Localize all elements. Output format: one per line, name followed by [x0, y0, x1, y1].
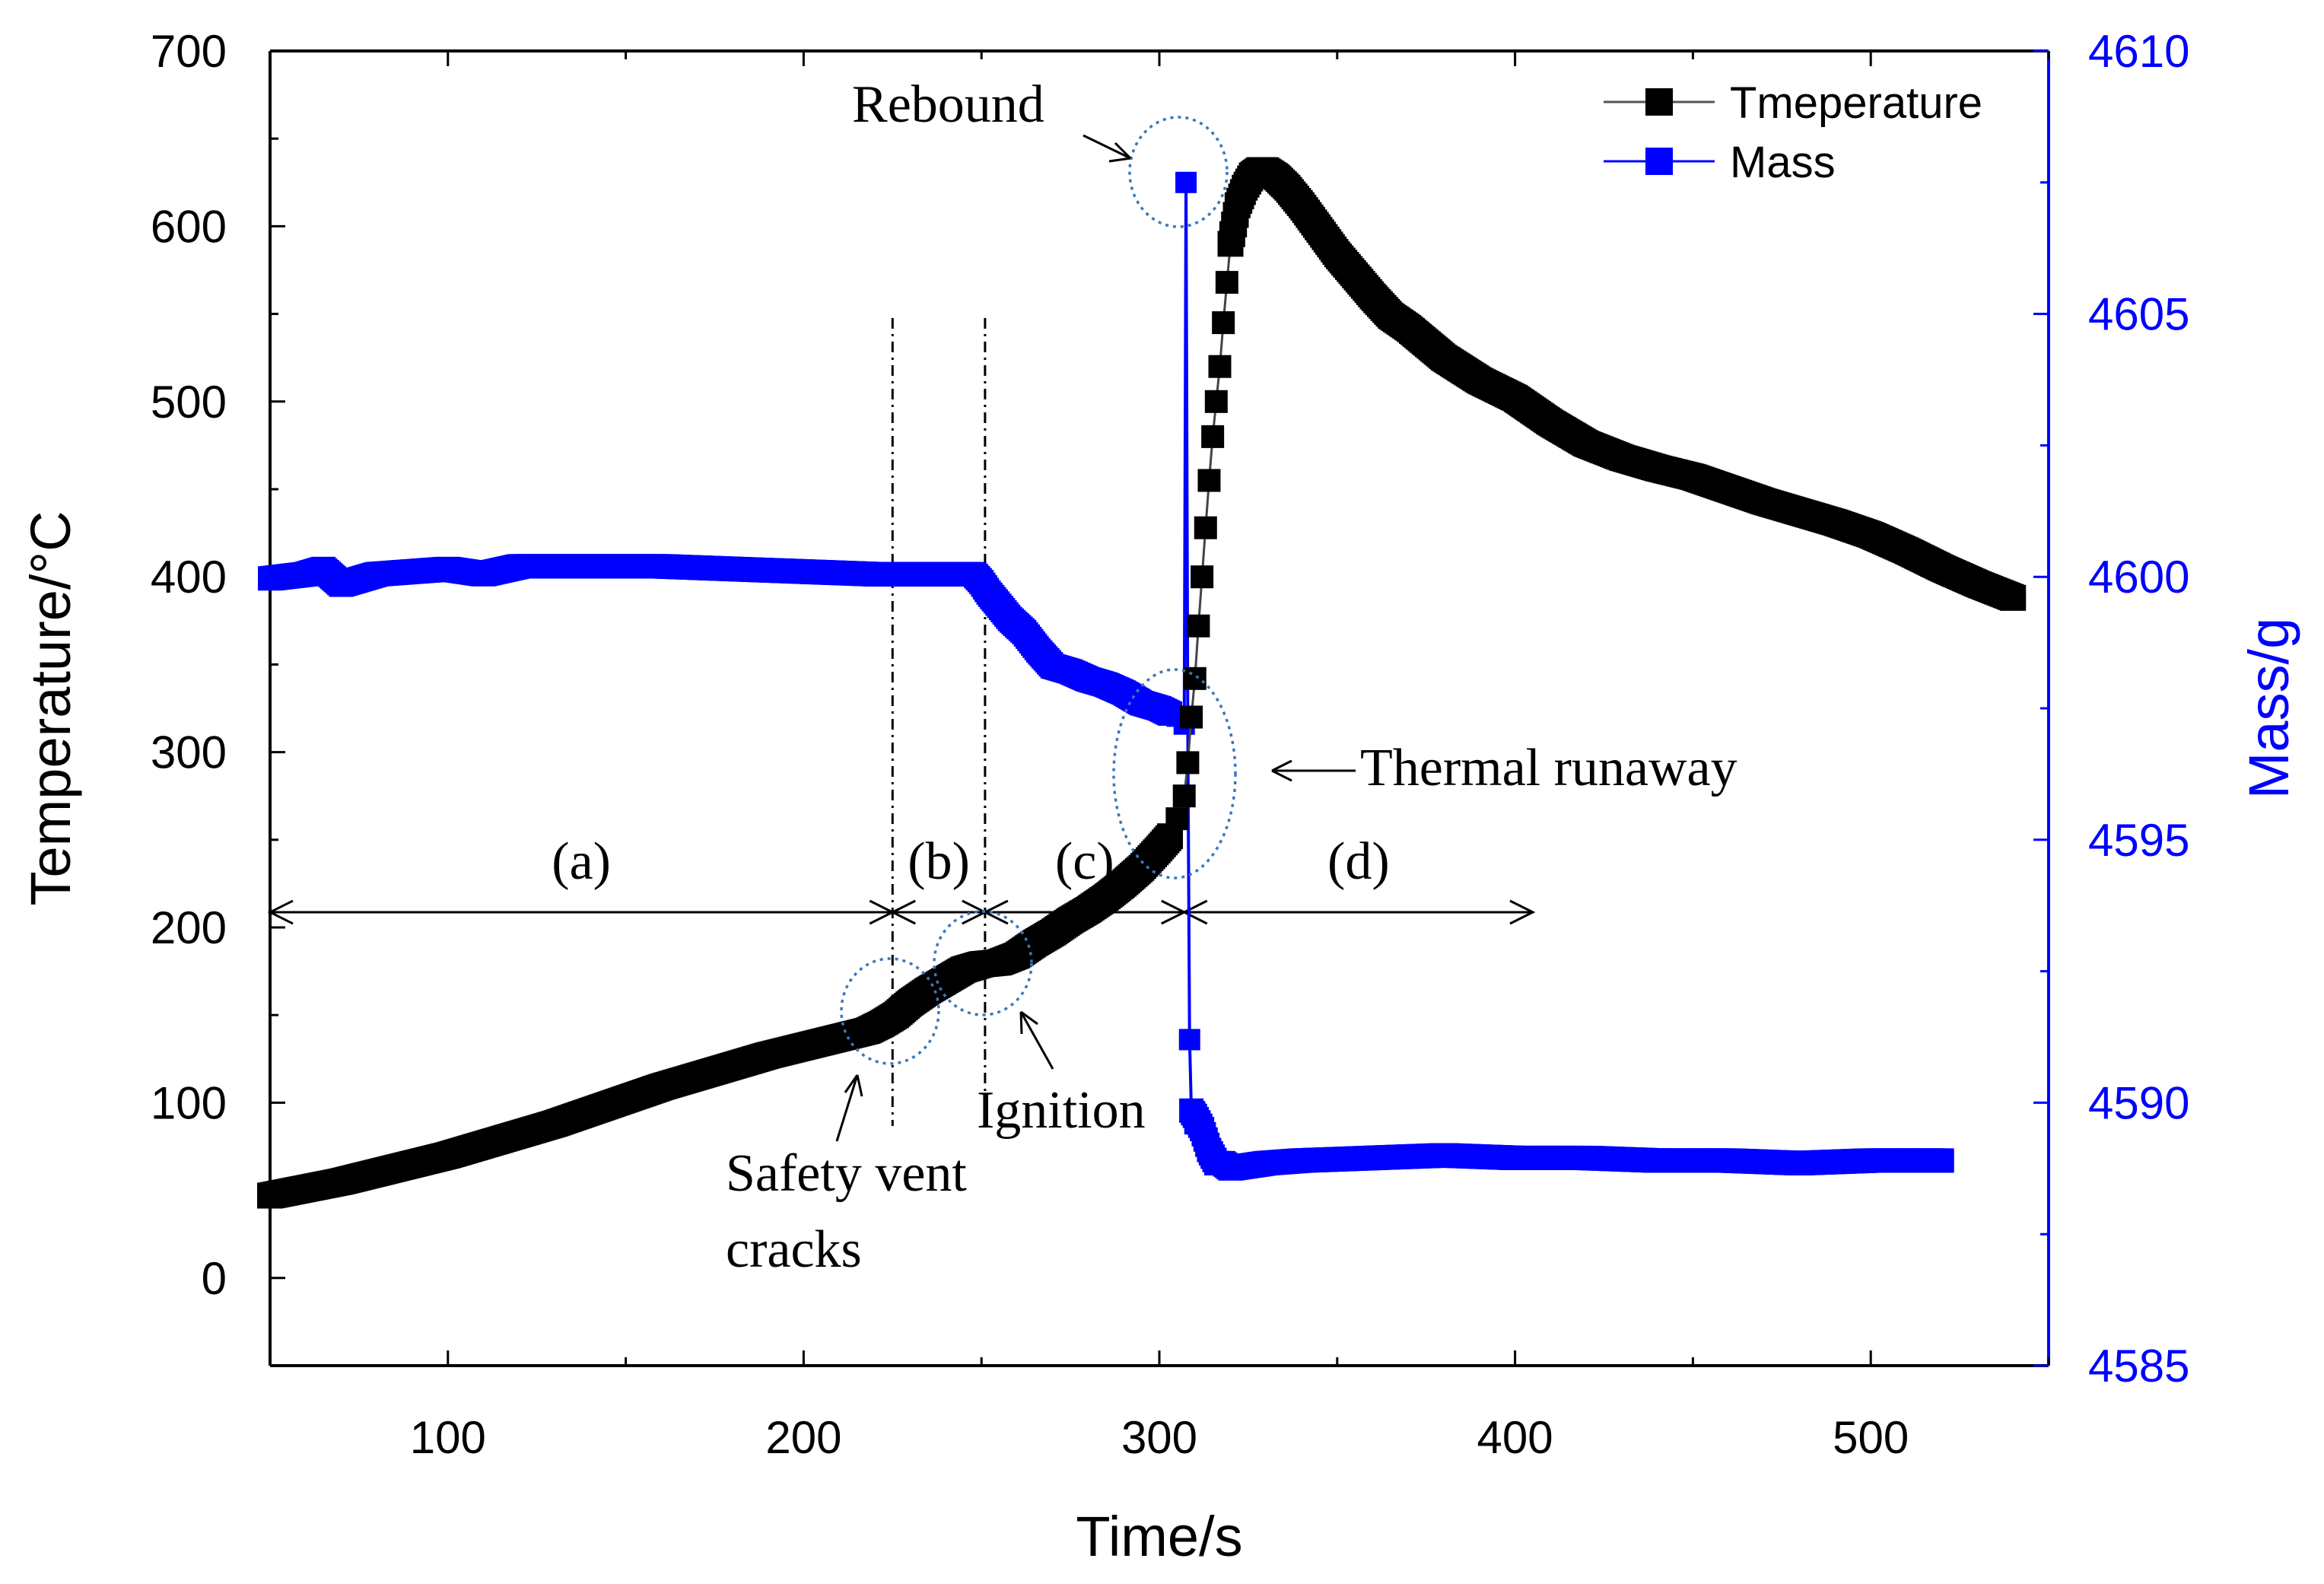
ignition-arrow [1019, 1010, 1054, 1070]
temperature-point [1172, 784, 1196, 808]
y-right-tick-label: 4600 [2088, 552, 2189, 603]
rebound-label: Rebound [852, 75, 1044, 134]
temperature-point [1215, 271, 1238, 294]
temperature-point [1187, 614, 1210, 638]
y-left-tick-label: 0 [202, 1253, 227, 1304]
legend: Tmeperature Mass [1604, 78, 1982, 187]
mass-point [1175, 171, 1197, 193]
thermal-runaway-arrow [1271, 759, 1356, 782]
legend-mass-label: Mass [1730, 138, 1836, 187]
temperature-point [2000, 584, 2027, 611]
annotation-arrows [835, 134, 1356, 1142]
y-left-tick-label: 500 [151, 377, 227, 428]
temperature-point [1180, 705, 1203, 729]
tick-labels: 100 200 300 400 500 0 100 200 300 400 500 600 700 458… [151, 26, 2190, 1463]
phase-divider-lines [891, 318, 987, 1126]
x-tick-label: 300 [1121, 1412, 1197, 1463]
y-left-tick-label: 300 [151, 727, 227, 778]
y-left-tick-label: 400 [151, 552, 227, 603]
phase-labels: (a) (b) (c) (d) [552, 832, 1389, 891]
safety-vent-ellipse [840, 957, 940, 1065]
temperature-point [1219, 232, 1242, 256]
phase-label: (d) [1327, 832, 1390, 891]
temperature-point [1183, 666, 1207, 690]
axis-ticks [269, 49, 2050, 1367]
x-axis-title: Time/s [1076, 1505, 1242, 1568]
legend-mass-marker [1645, 148, 1673, 175]
phase-label: (a) [552, 832, 611, 891]
rebound-ellipse [1128, 116, 1229, 228]
thermal-runaway-ellipse [1112, 668, 1237, 879]
phase-arrows [267, 899, 1536, 925]
y-right-tick-label: 4610 [2088, 26, 2189, 77]
safety-vent-label-line1: Safety vent [726, 1144, 967, 1203]
ignition-ellipse [933, 910, 1033, 1016]
mass-point [1184, 1113, 1206, 1135]
y-right-tick-label: 4585 [2088, 1341, 2189, 1392]
y-left-tick-label: 600 [151, 201, 227, 252]
legend-temp-label: Tmeperature [1730, 78, 1982, 128]
y-right-tick-label: 4605 [2088, 289, 2189, 340]
rebound-arrow [1083, 134, 1132, 163]
y-left-tick-label: 200 [151, 902, 227, 953]
temperature-point [1208, 355, 1232, 378]
temperature-point [1212, 311, 1235, 335]
ignition-label: Ignition [977, 1081, 1146, 1140]
safety-vent-label-line2: cracks [726, 1220, 862, 1279]
safety-vent-arrow [835, 1074, 863, 1142]
legend-temp-marker [1645, 88, 1673, 116]
phase-label: (b) [908, 832, 970, 891]
phase-arrow [1181, 899, 1536, 925]
y-left-tick-label: 100 [151, 1077, 227, 1128]
mass-point [1178, 1029, 1200, 1051]
y-axis-title-left: Temperature/°C [19, 511, 82, 905]
temperature-point [1194, 516, 1217, 539]
temperature-point [1191, 565, 1214, 589]
y-left-tick-label: 700 [151, 26, 227, 77]
x-tick-label: 100 [410, 1412, 486, 1463]
y-axis-title-right: Mass/g [2237, 618, 2300, 800]
y-right-tick-label: 4595 [2088, 815, 2189, 866]
x-tick-label: 200 [765, 1412, 841, 1463]
series-mass [258, 171, 1954, 1181]
series-temperature [257, 157, 2027, 1209]
temperature-point [1197, 469, 1221, 492]
annotation-ellipses [840, 116, 1237, 1065]
temperature-point [1201, 425, 1225, 448]
x-tick-label: 500 [1833, 1412, 1909, 1463]
temperature-point [1176, 751, 1200, 775]
temperature-point [1165, 807, 1189, 831]
mass-point [1929, 1148, 1954, 1173]
temperature-point [1204, 390, 1228, 413]
y-right-tick-label: 4590 [2088, 1077, 2189, 1128]
thermal-runaway-label: Thermal runaway [1360, 739, 1737, 797]
x-tick-label: 400 [1477, 1412, 1553, 1463]
